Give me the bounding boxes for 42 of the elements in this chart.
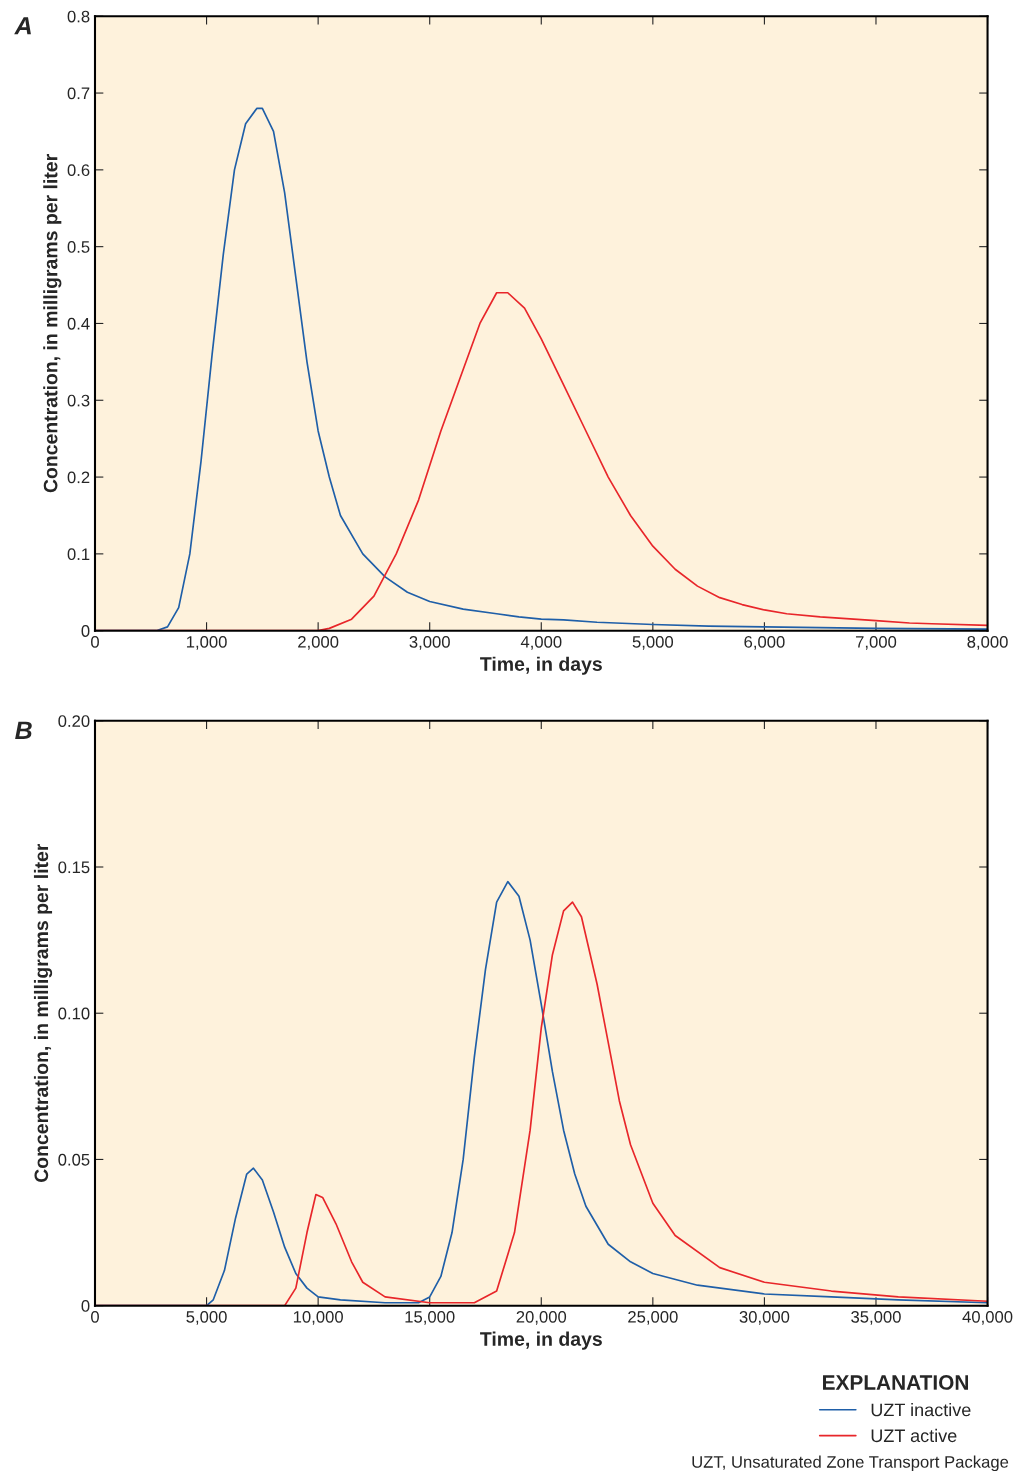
y-tick-label: 0.3 xyxy=(67,394,90,407)
x-axis-title: Time, in days xyxy=(480,1331,602,1350)
x-tick-label: 30,000 xyxy=(739,1310,790,1325)
x-tick-label: 3,000 xyxy=(409,635,450,650)
y-tick-label: 0.1 xyxy=(67,548,90,561)
x-tick-label: 5,000 xyxy=(632,635,674,650)
y-tick-label: 0.2 xyxy=(67,471,90,484)
x-tick-label: 25,000 xyxy=(628,1310,678,1325)
x-tick-label: 4,000 xyxy=(520,635,562,650)
y-tick-label: 0.15 xyxy=(58,861,90,874)
y-tick-label: 0.10 xyxy=(58,1007,90,1020)
x-tick-label: 0 xyxy=(91,635,99,648)
y-tick-label: 0 xyxy=(81,1300,90,1312)
text: A xyxy=(14,17,31,35)
y-tick-label: 0.4 xyxy=(67,317,90,330)
text: B xyxy=(15,721,32,739)
x-tick-label: 10,000 xyxy=(293,1310,343,1325)
legend-title: EXPLANATION xyxy=(823,1375,968,1390)
x-tick-label: 5,000 xyxy=(186,1310,227,1325)
legend-label: UZT inactive xyxy=(871,1403,971,1417)
y-axis-title: Concentration, in milligrams per liter xyxy=(33,843,53,1183)
x-tick-label: 2,000 xyxy=(298,635,339,650)
y-tick-label: 0.20 xyxy=(58,715,90,727)
x-tick-label: 15,000 xyxy=(405,1310,455,1325)
y-tick-label: 0.7 xyxy=(67,87,90,100)
legend-label: UZT active xyxy=(871,1428,957,1443)
x-tick-label: 40,000 xyxy=(962,1310,1013,1325)
y-tick-label: 0.05 xyxy=(58,1153,90,1166)
y-tick-label: 0 xyxy=(81,625,90,637)
x-tick-label: 7,000 xyxy=(855,635,897,650)
x-tick-label: 6,000 xyxy=(744,635,785,650)
x-axis-title: Time, in days xyxy=(480,656,602,675)
x-tick-label: 20,000 xyxy=(516,1310,567,1325)
y-axis-title: Concentration, in milligrams per liter xyxy=(43,154,62,493)
x-tick-label: 35,000 xyxy=(851,1310,901,1325)
y-tick-label: 0.5 xyxy=(67,241,90,253)
x-tick-label: 8,000 xyxy=(967,635,1008,650)
x-tick-label: 0 xyxy=(91,1310,99,1323)
y-tick-label: 0.8 xyxy=(67,10,90,23)
x-tick-label: 1,000 xyxy=(186,635,227,650)
text: UZT, Unsaturated Zone Transport Package xyxy=(692,1455,1009,1472)
y-tick-label: 0.6 xyxy=(67,164,90,177)
